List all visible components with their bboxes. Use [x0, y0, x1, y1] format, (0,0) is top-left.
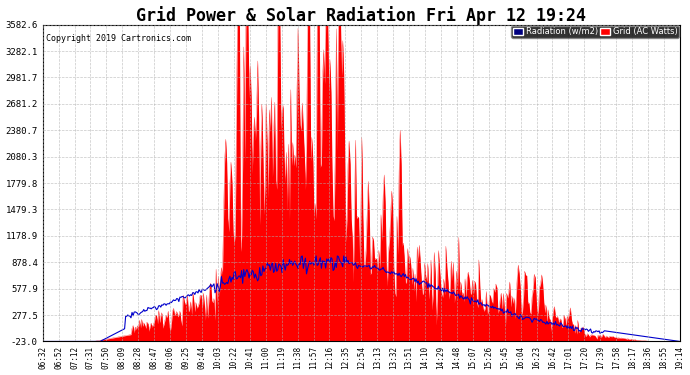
Title: Grid Power & Solar Radiation Fri Apr 12 19:24: Grid Power & Solar Radiation Fri Apr 12 … [137, 6, 586, 24]
Text: Copyright 2019 Cartronics.com: Copyright 2019 Cartronics.com [46, 34, 191, 43]
Legend: Radiation (w/m2), Grid (AC Watts): Radiation (w/m2), Grid (AC Watts) [511, 26, 679, 38]
